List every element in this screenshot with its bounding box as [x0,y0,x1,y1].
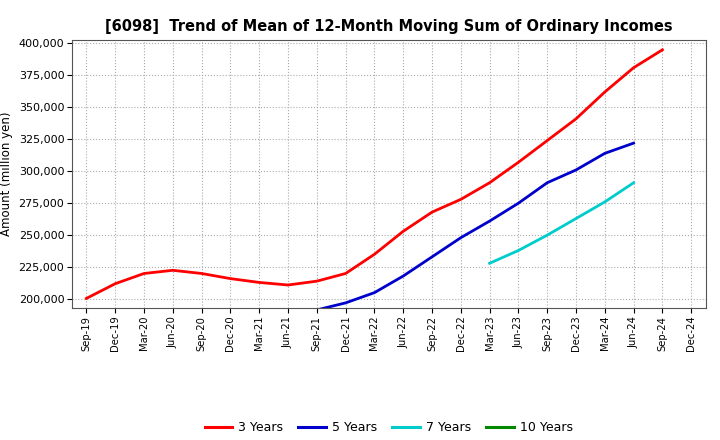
Y-axis label: Amount (million yen): Amount (million yen) [0,112,13,236]
Legend: 3 Years, 5 Years, 7 Years, 10 Years: 3 Years, 5 Years, 7 Years, 10 Years [199,416,578,439]
Title: [6098]  Trend of Mean of 12-Month Moving Sum of Ordinary Incomes: [6098] Trend of Mean of 12-Month Moving … [105,19,672,34]
